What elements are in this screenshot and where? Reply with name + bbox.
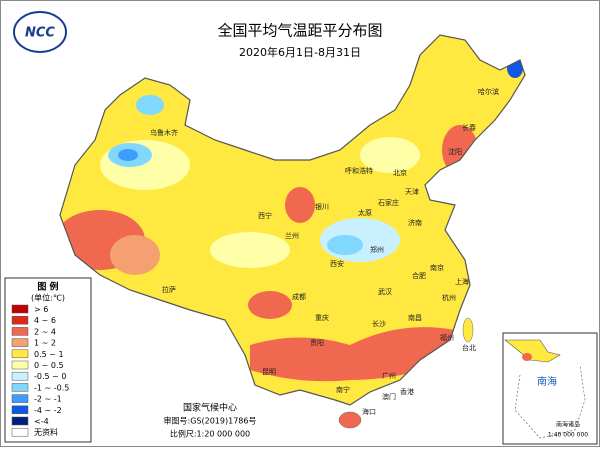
legend-label: 0 ~ 0.5 (34, 361, 64, 370)
footer-org: 国家气候中心 (183, 402, 237, 414)
legend-swatch (11, 327, 29, 336)
city: 石家庄 (378, 198, 399, 207)
city: 香港 (400, 387, 414, 396)
city: 台北 (462, 343, 476, 352)
city: 福州 (440, 333, 454, 342)
city: 上海 (455, 277, 469, 286)
legend-label: 4 ~ 6 (34, 316, 56, 325)
legend-label: -2 ~ -1 (34, 395, 62, 404)
legend-label: 0.5 ~ 1 (34, 350, 64, 359)
legend-swatch (11, 315, 29, 325)
logo-text: NCC (25, 26, 55, 41)
legend-label: 2 ~ 4 (34, 327, 56, 336)
legend-unit: (单位:℃) (31, 293, 65, 303)
city: 哈尔滨 (478, 87, 499, 96)
city: 南京 (430, 263, 444, 272)
city: 天津 (405, 188, 419, 196)
footer-approval: 审图号:GS(2019)1786号 (164, 416, 257, 426)
legend-label: -0.5 ~ 0 (34, 372, 67, 381)
city: 长沙 (372, 319, 386, 328)
legend-swatch (11, 338, 29, 347)
legend-swatch (11, 416, 29, 426)
city: 杭州 (442, 293, 456, 302)
city: 呼和浩特 (345, 166, 373, 175)
city: 郑州 (370, 246, 384, 254)
subtitle: 2020年6月1日-8月31日 (239, 45, 361, 59)
city: 合肥 (412, 271, 426, 280)
city: 昆明 (262, 368, 276, 376)
legend-label: -1 ~ -0.5 (34, 383, 69, 392)
legend-swatch (11, 304, 29, 314)
map (59, 34, 526, 429)
city: 重庆 (315, 313, 329, 322)
city: 济南 (408, 218, 422, 227)
legend-swatch (11, 349, 29, 359)
city-labels: 乌鲁木齐 哈尔滨 长春 沈阳 呼和浩特 北京 天津 石家庄 太原 银川 西宁 兰… (150, 87, 499, 416)
city: 太原 (358, 208, 372, 217)
legend-label: 无资料 (34, 427, 58, 437)
legend-swatch (11, 394, 29, 403)
city: 西安 (330, 259, 344, 268)
inset-scale: 1:40 000 000 (548, 432, 588, 439)
city: 银川 (315, 202, 329, 211)
legend-swatch (11, 427, 29, 437)
legend-title: 图 例 (37, 281, 58, 293)
city: 澳门 (382, 392, 396, 401)
city: 成都 (292, 292, 306, 301)
city: 海口 (362, 407, 376, 416)
city: 沈阳 (448, 147, 462, 156)
legend-swatch (11, 383, 29, 392)
legend-swatch (11, 360, 29, 370)
title: 全国平均气温距平分布图 (217, 22, 382, 40)
city: 南宁 (336, 385, 350, 394)
inset-islands: 南海诸岛 (556, 421, 580, 429)
city: 南昌 (408, 313, 422, 322)
city: 拉萨 (162, 285, 176, 294)
inset-sea: 南海 (537, 375, 557, 388)
legend-label: 1 ~ 2 (34, 339, 56, 348)
city: 长春 (462, 123, 476, 132)
city: 广州 (382, 371, 396, 380)
footer-scale: 比例尺:1:20 000 000 (170, 429, 250, 439)
legend-label: > 6 (34, 305, 48, 314)
inset: 南海 南海诸岛 1:40 000 000 (502, 332, 598, 445)
city: 北京 (393, 168, 407, 177)
city: 西宁 (258, 211, 272, 220)
city: 乌鲁木齐 (150, 128, 178, 137)
city: 武汉 (378, 287, 392, 296)
legend: 图 例 (单位:℃) > 6 4 ~ 6 2 ~ 4 1 ~ 2 0.5 ~ 1 0 ~ … (4, 277, 92, 443)
city: 兰州 (285, 231, 299, 240)
city: 贵阳 (310, 338, 324, 347)
logo: NCC (13, 11, 67, 53)
legend-label: -4 ~ -2 (34, 406, 62, 415)
legend-swatch (11, 405, 29, 415)
legend-swatch (11, 371, 29, 381)
legend-label: <-4 (34, 417, 49, 426)
